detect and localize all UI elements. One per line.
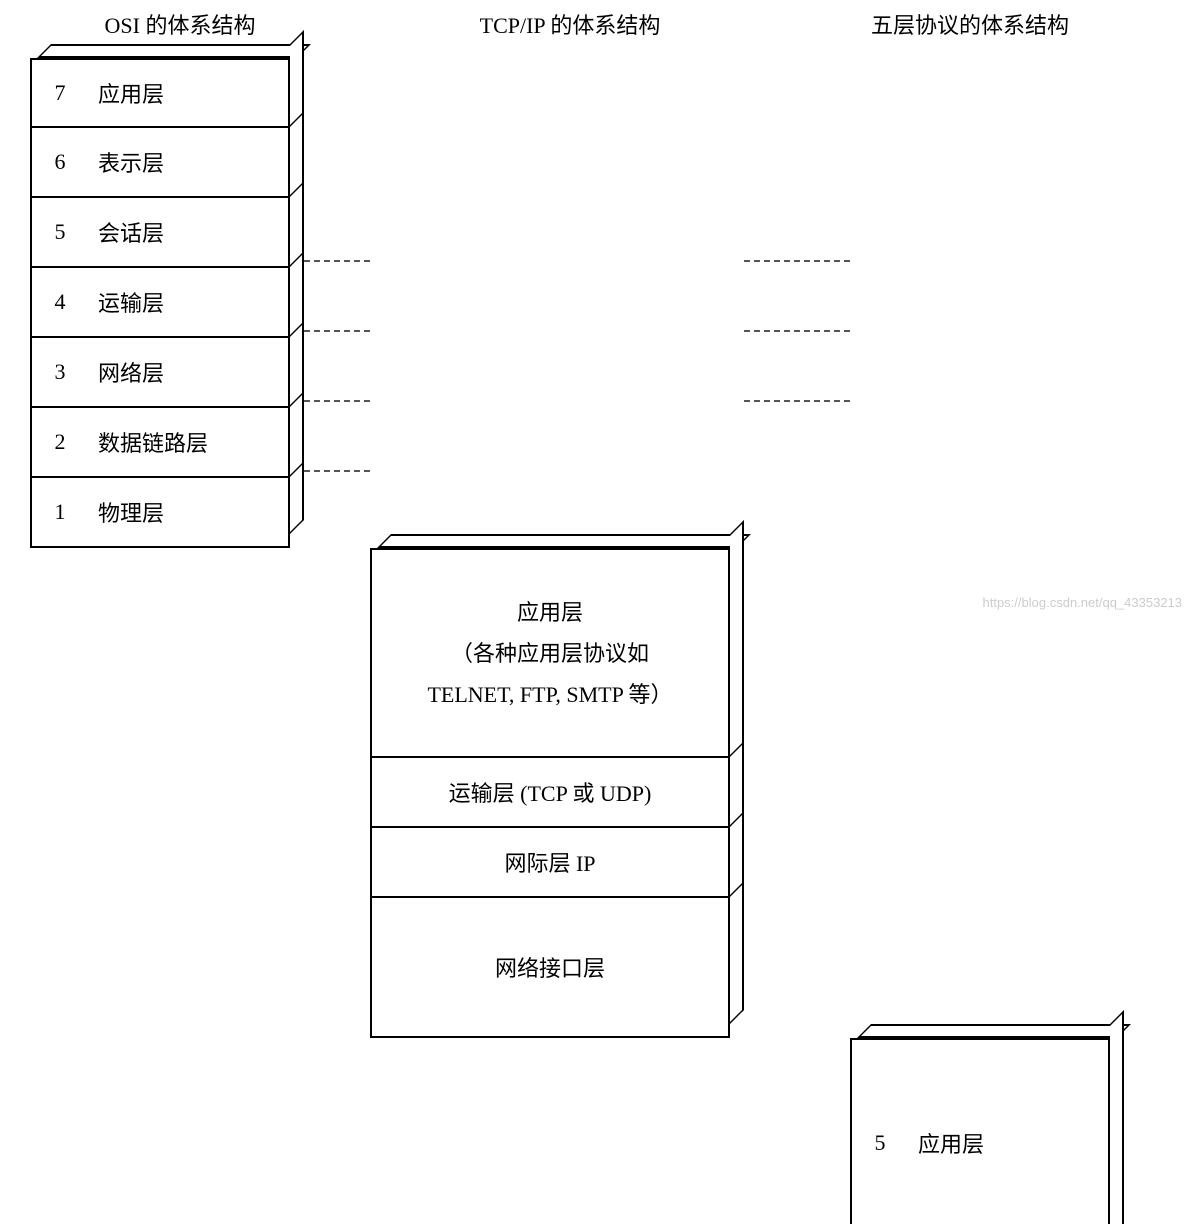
osi-layer-4: 4运输层 [30,268,290,338]
tcpip-layer-3: 网络接口层 [370,898,730,1038]
osi-layer-label: 表示层 [88,146,288,178]
osi-layer-1: 1物理层 [30,478,290,548]
osi-layer-3: 3网络层 [30,338,290,408]
dash-tcp-five-2 [744,330,850,332]
tcpip-layer-0: 应用层（各种应用层协议如TELNET, FTP, SMTP 等） [370,548,730,758]
osi-layer-label: 应用层 [88,77,288,109]
osi-layer-2: 2数据链路层 [30,408,290,478]
tcpip-stack: 应用层（各种应用层协议如TELNET, FTP, SMTP 等） 运输层 (TCP… [370,548,730,1038]
osi-layer-7: 7应用层 [30,58,290,128]
osi-title: OSI 的体系结构 [80,8,280,40]
osi-layer-num: 6 [32,149,88,175]
osi-layer-5: 5会话层 [30,198,290,268]
dash-tcp-five-3 [744,400,850,402]
tcpip-layer-label: 网际层 IP [372,846,728,878]
watermark: https://blog.csdn.net/qq_43353213 [983,595,1183,610]
diagram-container: OSI 的体系结构 TCP/IP 的体系结构 五层协议的体系结构 7应用层6表示… [0,0,1188,612]
tcpip-layer-label: 应用层（各种应用层协议如TELNET, FTP, SMTP 等） [372,596,728,711]
tcpip-layer-label: 网络接口层 [372,951,728,983]
osi-layer-label: 会话层 [88,216,288,248]
dash-osi-tcp-3 [304,400,370,402]
dash-osi-tcp-2 [304,330,370,332]
five-layer-5: 5应用层 [850,1038,1110,1224]
osi-layer-label: 物理层 [88,496,288,528]
osi-layer-num: 2 [32,429,88,455]
five-title: 五层协议的体系结构 [820,8,1120,40]
dash-tcp-five-1 [744,260,850,262]
five-stack: 5应用层4运输层3网络层2数据链路层1物理层 [850,1038,1110,1224]
tcpip-layer-1: 运输层 (TCP 或 UDP) [370,758,730,828]
osi-layer-label: 网络层 [88,356,288,388]
osi-layer-num: 4 [32,289,88,315]
osi-layer-num: 1 [32,499,88,525]
osi-layer-num: 5 [32,219,88,245]
tcpip-layer-2: 网际层 IP [370,828,730,898]
tcpip-layer-label: 运输层 (TCP 或 UDP) [372,776,728,808]
osi-layer-num: 3 [32,359,88,385]
tcpip-title: TCP/IP 的体系结构 [440,8,700,40]
dash-osi-tcp-4 [304,470,370,472]
dash-osi-tcp-1 [304,260,370,262]
osi-layer-label: 运输层 [88,286,288,318]
osi-stack: 7应用层6表示层5会话层4运输层3网络层2数据链路层1物理层 [30,58,290,548]
osi-layer-label: 数据链路层 [88,426,288,458]
five-layer-label: 应用层 [908,1127,1108,1159]
five-layer-num: 5 [852,1130,908,1156]
osi-layer-6: 6表示层 [30,128,290,198]
osi-layer-num: 7 [32,80,88,106]
